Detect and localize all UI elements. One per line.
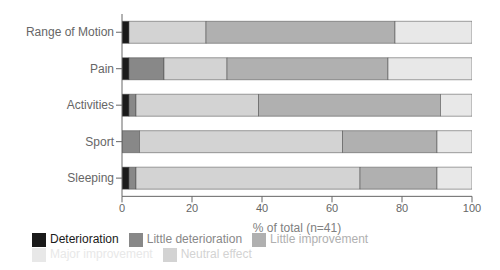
svg-text:40: 40 [256, 202, 268, 214]
svg-text:0: 0 [119, 202, 125, 214]
svg-text:60: 60 [326, 202, 338, 214]
svg-text:Range of Motion: Range of Motion [26, 25, 114, 39]
svg-text:Sleeping: Sleeping [67, 171, 114, 185]
html-text:Major improvement: Major improvement [50, 247, 153, 262]
svg-text:20: 20 [186, 202, 198, 214]
html-text:Little deterioration: Little deterioration [146, 232, 243, 247]
html-text:Little improvement: Little improvement [270, 232, 369, 247]
svg-text:80: 80 [396, 202, 408, 214]
html-text:Deterioration: Deterioration [50, 232, 119, 247]
svg-text:Sport: Sport [85, 135, 114, 149]
html-text:Neutral effect: Neutral effect [180, 247, 252, 262]
svg-text:Pain: Pain [90, 62, 114, 76]
svg-text:100: 100 [463, 202, 481, 214]
svg-text:% of total (n=41): % of total (n=41) [253, 221, 341, 235]
svg-text:Activities: Activities [67, 98, 114, 112]
